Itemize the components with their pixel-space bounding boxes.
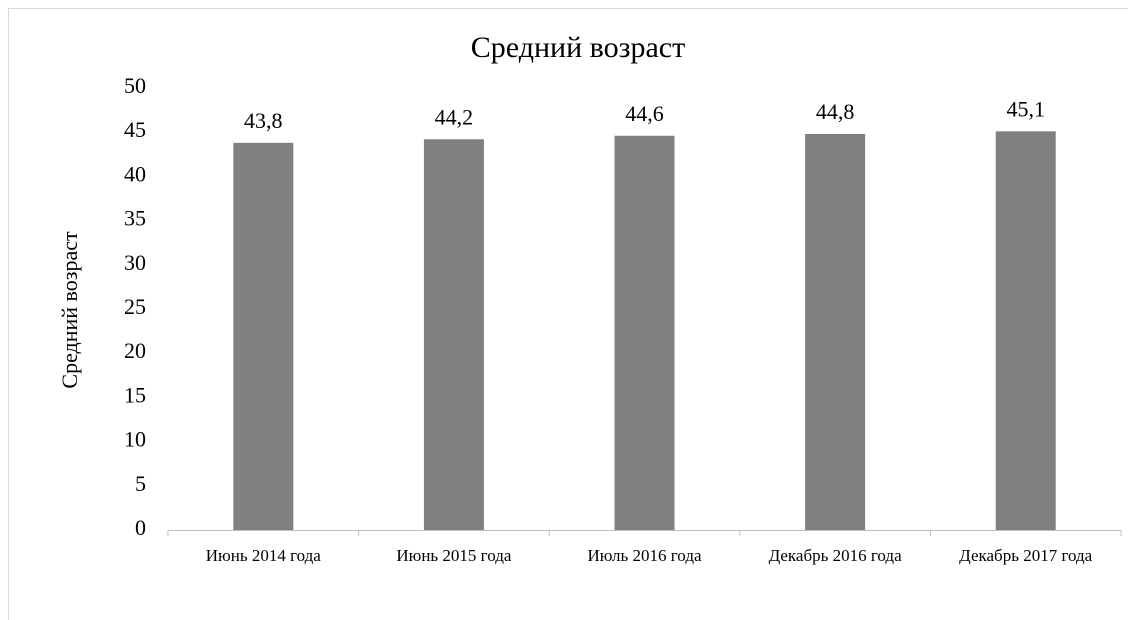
x-tick-label: Декабрь 2017 года	[959, 546, 1093, 565]
data-label: 45,1	[1006, 96, 1045, 121]
data-label: 44,8	[816, 99, 855, 124]
bar	[614, 135, 675, 530]
y-tick-label: 15	[124, 382, 146, 407]
y-tick-label: 10	[124, 427, 146, 452]
y-tick-label: 30	[124, 250, 146, 275]
y-tick-label: 45	[124, 117, 146, 142]
data-label: 43,8	[244, 108, 283, 133]
x-tick-label: Июнь 2015 года	[396, 546, 512, 565]
y-tick-label: 5	[135, 471, 146, 496]
y-axis-title: Средний возраст	[57, 231, 82, 389]
x-tick-label: Июнь 2014 года	[206, 546, 322, 565]
x-tick-label: Июль 2016 года	[587, 546, 701, 565]
x-tick-label: Декабрь 2016 года	[769, 546, 903, 565]
chart-title: Средний возраст	[471, 31, 685, 64]
y-tick-label: 35	[124, 206, 146, 231]
data-label: 44,6	[625, 101, 664, 126]
bar	[805, 133, 866, 530]
chart-border	[8, 8, 1128, 620]
y-tick-label: 25	[124, 294, 146, 319]
y-tick-label: 40	[124, 161, 146, 186]
bar	[233, 142, 294, 531]
bar	[423, 139, 484, 530]
data-label: 44,2	[435, 104, 474, 129]
y-tick-label: 50	[124, 73, 146, 98]
bar	[995, 131, 1056, 531]
y-tick-label: 0	[135, 515, 146, 540]
y-tick-label: 20	[124, 338, 146, 363]
